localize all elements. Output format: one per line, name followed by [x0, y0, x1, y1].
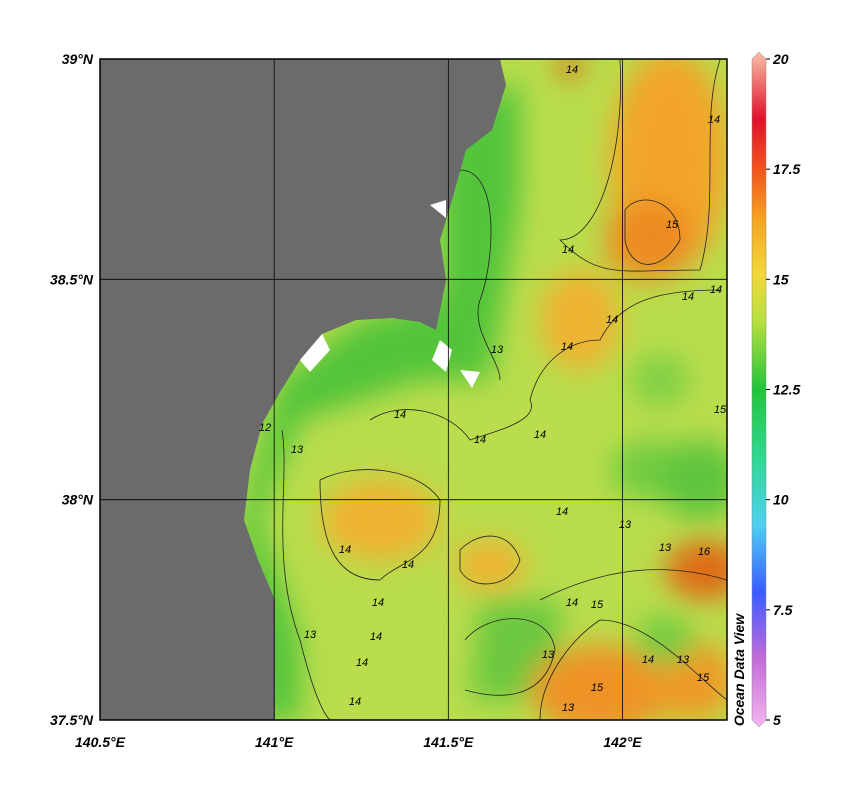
- contour-label: 14: [682, 291, 694, 303]
- contour-label: 14: [708, 114, 720, 126]
- contour-label: 13: [677, 654, 690, 666]
- contour-label: 15: [714, 404, 727, 416]
- contour-label: 14: [372, 597, 384, 609]
- y-tick-label: 38.5°N: [50, 271, 94, 287]
- contour-label: 14: [556, 506, 568, 518]
- y-tick-label: 38°N: [62, 492, 94, 508]
- contour-label: 14: [402, 559, 414, 571]
- colorbar-tick-label: 20: [772, 51, 789, 67]
- colorbar-tick-label: 15: [773, 271, 789, 287]
- contour-label: 15: [591, 682, 604, 694]
- contour-label: 13: [619, 519, 632, 531]
- contour-label: 14: [566, 597, 578, 609]
- sea-surface-field: 14 14 15 14 14 14 14 14 15 14 14 14 12 1…: [100, 59, 727, 720]
- contour-label: 13: [291, 444, 304, 456]
- contour-label: 13: [562, 702, 575, 714]
- y-tick-label: 39°N: [62, 51, 94, 67]
- watermark: Ocean Data View: [731, 613, 747, 726]
- contour-label: 13: [542, 649, 555, 661]
- contour-label: 14: [710, 284, 722, 296]
- colorbar-tick-label: 7.5: [773, 602, 793, 618]
- contour-label: 14: [566, 64, 578, 76]
- contour-label: 14: [394, 409, 406, 421]
- contour-label: 13: [659, 542, 672, 554]
- x-tick-label: 141°E: [255, 734, 294, 750]
- contour-label: 14: [561, 341, 573, 353]
- land: [100, 59, 506, 720]
- colorbar-tick-label: 10: [773, 492, 789, 508]
- contour-label: 13: [304, 629, 317, 641]
- contour-label: 14: [356, 657, 368, 669]
- x-tick-label: 141.5°E: [423, 734, 474, 750]
- contour-label: 14: [370, 631, 382, 643]
- contour-label: 12: [259, 422, 271, 434]
- contour-label: 16: [698, 546, 711, 558]
- contours: [281, 59, 727, 720]
- map-frame: [99, 58, 728, 721]
- contour-label: 14: [606, 314, 618, 326]
- contour-label: 15: [666, 219, 679, 231]
- contour-label: 15: [697, 672, 710, 684]
- contour-label: 14: [562, 244, 574, 256]
- colorbar-tick-label: 12.5: [773, 382, 800, 398]
- contour-label: 13: [491, 344, 504, 356]
- contour-labels: 14 14 15 14 14 14 14 14 15 14 14 14 12 1…: [259, 64, 727, 714]
- colorbar: [751, 51, 767, 728]
- colorbar-tick-label: 17.5: [773, 161, 800, 177]
- colorbar-tick-label: 5: [773, 712, 781, 728]
- contour-label: 15: [591, 599, 604, 611]
- x-tick-label: 140.5°E: [75, 734, 126, 750]
- x-tick-label: 142°E: [603, 734, 642, 750]
- contour-label: 14: [534, 429, 546, 441]
- contour-label: 14: [474, 434, 486, 446]
- contour-label: 14: [339, 544, 351, 556]
- y-tick-label: 37.5°N: [50, 712, 94, 728]
- contour-label: 14: [349, 696, 361, 708]
- contour-label: 14: [642, 654, 654, 666]
